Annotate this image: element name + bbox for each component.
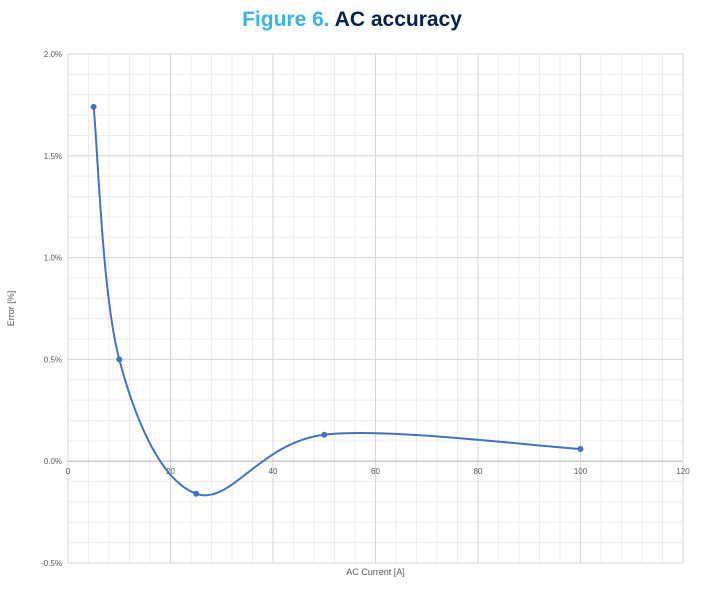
figure-title-text: AC accuracy xyxy=(334,8,462,31)
y-tick-label: 1.5% xyxy=(44,152,62,161)
data-point xyxy=(321,431,328,438)
x-axis-title: AC Current [A] xyxy=(346,567,405,577)
y-tick-label: 2.0% xyxy=(44,50,62,59)
figure-title: Figure 6. AC accuracy xyxy=(0,6,704,34)
x-tick-label: 100 xyxy=(574,467,588,476)
y-tick-label: 1.0% xyxy=(44,254,62,263)
data-point xyxy=(116,356,123,363)
data-point xyxy=(577,445,584,452)
y-tick-label: -0.5% xyxy=(41,559,62,568)
x-tick-label: 0 xyxy=(66,467,71,476)
y-axis-title: Error [%] xyxy=(6,291,16,327)
x-tick-label: 40 xyxy=(269,467,278,476)
data-point xyxy=(90,103,97,110)
y-tick-label: 0.5% xyxy=(44,355,62,364)
x-tick-label: 20 xyxy=(166,467,175,476)
figure-number: Figure 6. xyxy=(242,8,330,31)
series-line xyxy=(92,105,582,497)
x-tick-label: 80 xyxy=(474,467,483,476)
y-tick-label: 0.0% xyxy=(44,457,62,466)
x-tick-label: 120 xyxy=(676,467,690,476)
data-point xyxy=(193,490,200,497)
x-tick-label: 60 xyxy=(371,467,380,476)
